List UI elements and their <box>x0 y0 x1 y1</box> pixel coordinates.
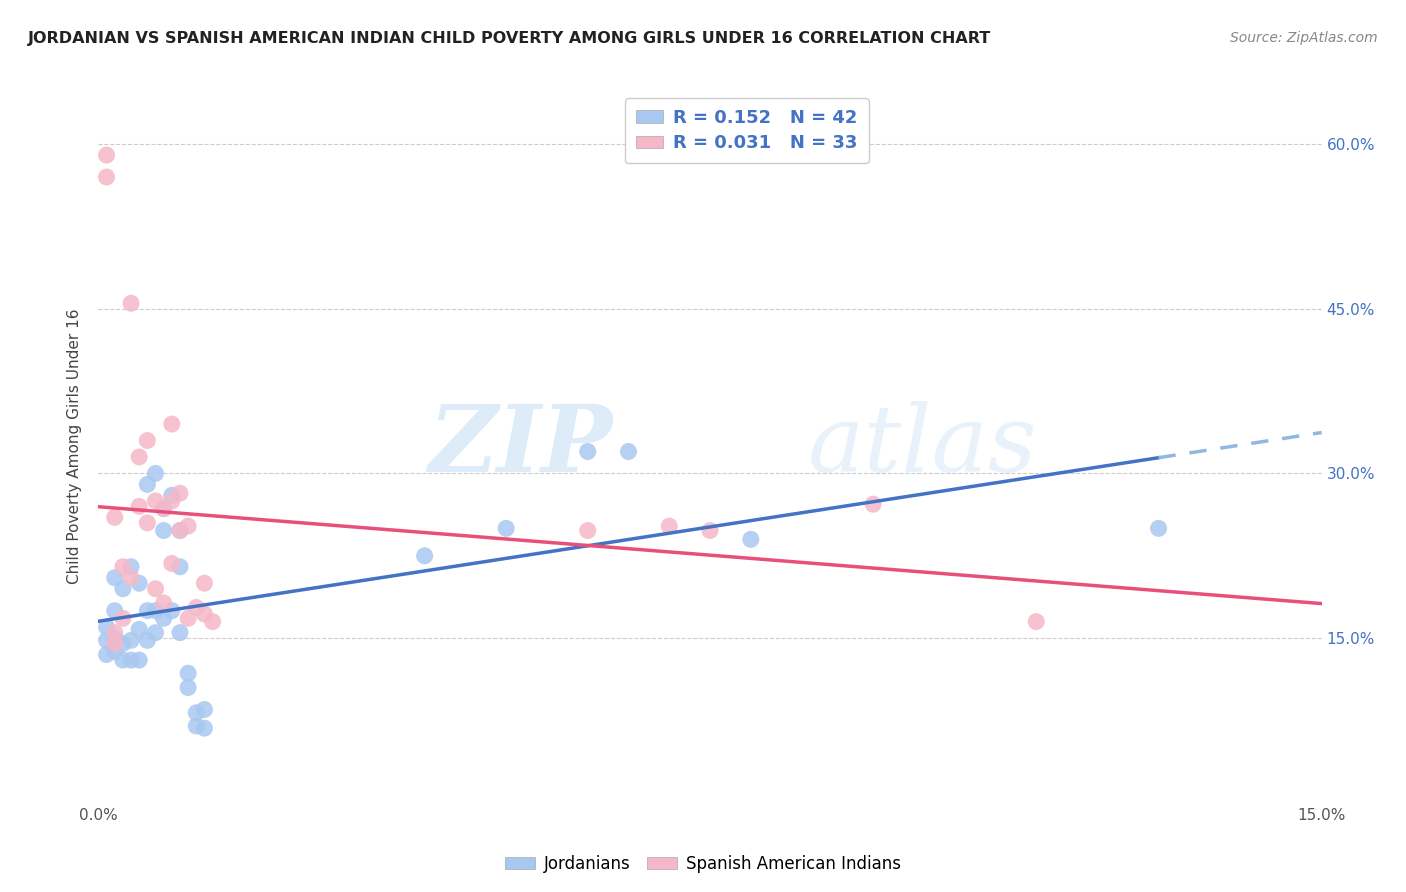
Point <box>111 582 134 596</box>
Point <box>177 519 200 533</box>
Point <box>145 494 167 508</box>
Point <box>658 519 681 533</box>
Point <box>136 477 159 491</box>
Point <box>96 620 118 634</box>
Point <box>193 702 215 716</box>
Point <box>128 450 150 464</box>
Point <box>169 559 191 574</box>
Point <box>699 524 721 538</box>
Point <box>104 604 127 618</box>
Point <box>160 417 183 431</box>
Point <box>120 653 142 667</box>
Point <box>104 571 127 585</box>
Point <box>96 169 118 184</box>
Point <box>145 467 167 481</box>
Point <box>145 582 167 596</box>
Point <box>193 576 215 591</box>
Point <box>193 607 215 621</box>
Text: JORDANIAN VS SPANISH AMERICAN INDIAN CHILD POVERTY AMONG GIRLS UNDER 16 CORRELAT: JORDANIAN VS SPANISH AMERICAN INDIAN CHI… <box>28 31 991 46</box>
Point <box>1025 615 1047 629</box>
Point <box>104 631 127 645</box>
Point <box>136 434 159 448</box>
Point <box>104 625 127 640</box>
Point <box>152 501 174 516</box>
Point <box>152 524 174 538</box>
Point <box>152 501 174 516</box>
Point <box>128 576 150 591</box>
Point <box>128 623 150 637</box>
Point <box>169 486 191 500</box>
Point <box>104 510 127 524</box>
Y-axis label: Child Poverty Among Girls Under 16: Child Poverty Among Girls Under 16 <box>67 309 83 583</box>
Point <box>177 666 200 681</box>
Point <box>160 494 183 508</box>
Point <box>193 721 215 735</box>
Point <box>160 488 183 502</box>
Point <box>145 625 167 640</box>
Point <box>617 444 640 458</box>
Point <box>120 571 142 585</box>
Point <box>120 559 142 574</box>
Point <box>169 625 191 640</box>
Point <box>120 296 142 310</box>
Point <box>152 611 174 625</box>
Point <box>111 559 134 574</box>
Point <box>177 611 200 625</box>
Legend: Jordanians, Spanish American Indians: Jordanians, Spanish American Indians <box>499 848 907 880</box>
Point <box>169 524 191 538</box>
Point <box>136 633 159 648</box>
Point <box>186 600 208 615</box>
Point <box>495 521 517 535</box>
Point <box>160 604 183 618</box>
Point <box>104 637 127 651</box>
Point <box>136 604 159 618</box>
Legend: R = 0.152   N = 42, R = 0.031   N = 33: R = 0.152 N = 42, R = 0.031 N = 33 <box>624 98 869 163</box>
Point <box>201 615 224 629</box>
Point <box>128 653 150 667</box>
Point <box>1147 521 1170 535</box>
Point <box>111 611 134 625</box>
Point <box>740 533 762 547</box>
Point <box>145 604 167 618</box>
Point <box>862 497 884 511</box>
Point <box>136 516 159 530</box>
Text: atlas: atlas <box>808 401 1038 491</box>
Point <box>111 653 134 667</box>
Point <box>96 633 118 648</box>
Point <box>576 524 599 538</box>
Point <box>413 549 436 563</box>
Point <box>169 524 191 538</box>
Point <box>111 637 134 651</box>
Point <box>160 557 183 571</box>
Point <box>96 148 118 162</box>
Point <box>128 500 150 514</box>
Point <box>120 633 142 648</box>
Point <box>96 648 118 662</box>
Point <box>186 719 208 733</box>
Text: Source: ZipAtlas.com: Source: ZipAtlas.com <box>1230 31 1378 45</box>
Point <box>177 681 200 695</box>
Text: ZIP: ZIP <box>427 401 612 491</box>
Point <box>104 644 127 658</box>
Point <box>186 706 208 720</box>
Point <box>576 444 599 458</box>
Point <box>152 596 174 610</box>
